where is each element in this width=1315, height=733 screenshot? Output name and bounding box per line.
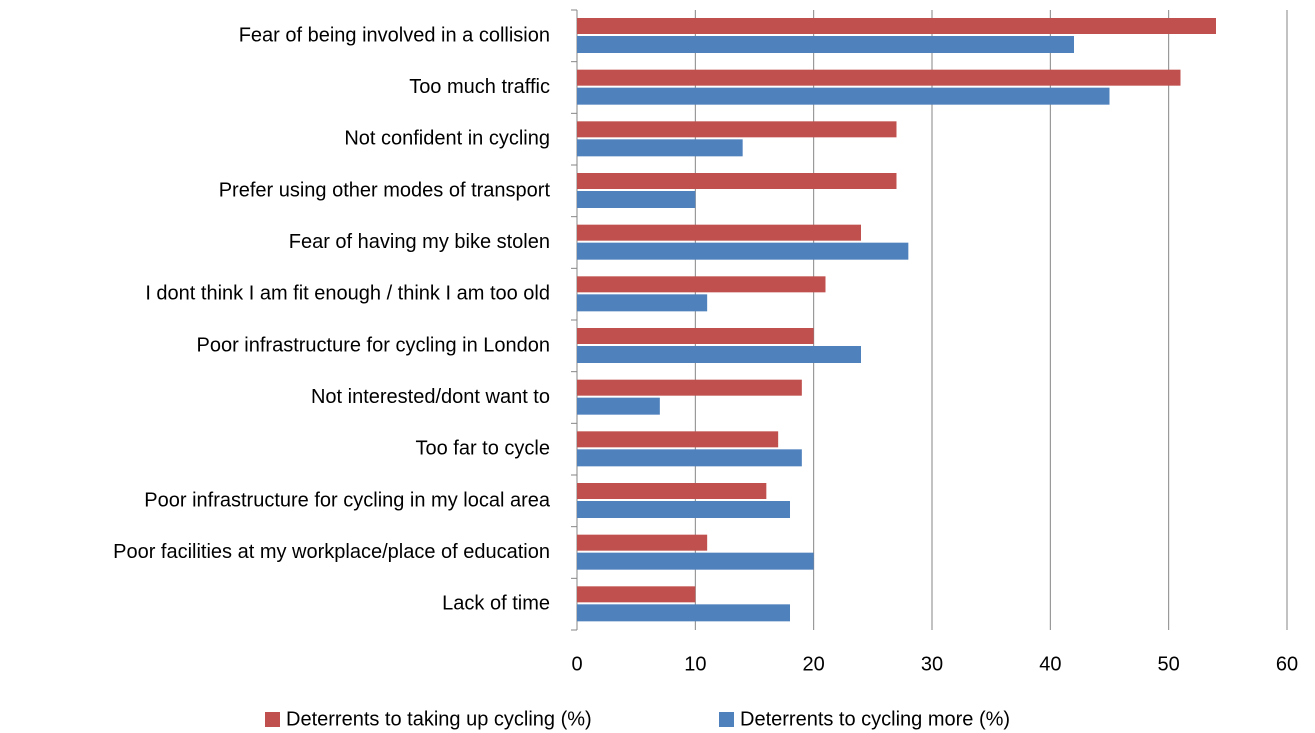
x-tick-label: 40 [1039,653,1061,675]
x-tick-label: 10 [684,653,706,675]
bar [577,501,790,518]
bar [577,328,814,344]
bar [577,379,802,396]
y-tick-label: Not interested/dont want to [311,386,550,408]
y-tick-label: Too much traffic [409,76,550,98]
y-tick-label: Poor facilities at my workplace/place of… [113,541,550,563]
y-tick-label: Poor infrastructure for cycling in my lo… [144,489,551,511]
y-tick-label: Lack of time [442,593,550,615]
y-tick-label: Fear of having my bike stolen [289,231,550,253]
x-tick-label: 30 [921,653,943,675]
bar [577,431,779,448]
y-tick-label: Prefer using other modes of transport [219,179,551,201]
y-tick-label: Fear of being involved in a collision [239,24,550,46]
bar [577,18,1216,34]
bar [577,242,909,260]
bar [577,449,802,467]
bar [577,121,897,138]
bar [577,173,897,189]
bar [577,87,1110,105]
y-tick-label: Too far to cycle [415,438,550,460]
x-tick-label: 20 [803,653,825,675]
x-tick-label: 50 [1158,653,1180,675]
bar [577,36,1074,53]
legend-swatch [719,712,734,727]
bar [577,139,743,157]
bar [577,191,696,208]
bar [577,586,696,603]
bar [577,276,826,293]
bar [577,552,814,570]
legend-label: Deterrents to taking up cycling (%) [286,708,592,730]
bar [577,224,861,241]
y-tick-label: Poor infrastructure for cycling in Londo… [196,334,550,356]
legend-label: Deterrents to cycling more (%) [740,708,1010,730]
bar [577,294,708,312]
x-tick-label: 0 [571,653,582,675]
x-tick-label: 60 [1276,653,1298,675]
y-tick-label: Not confident in cycling [344,128,550,150]
bar [577,534,708,551]
legend-swatch [265,712,280,727]
bar [577,69,1181,86]
bar [577,397,660,415]
bar [577,483,767,499]
y-tick-label: I dont think I am fit enough / think I a… [145,283,550,305]
bar [577,604,790,622]
bar [577,346,861,363]
